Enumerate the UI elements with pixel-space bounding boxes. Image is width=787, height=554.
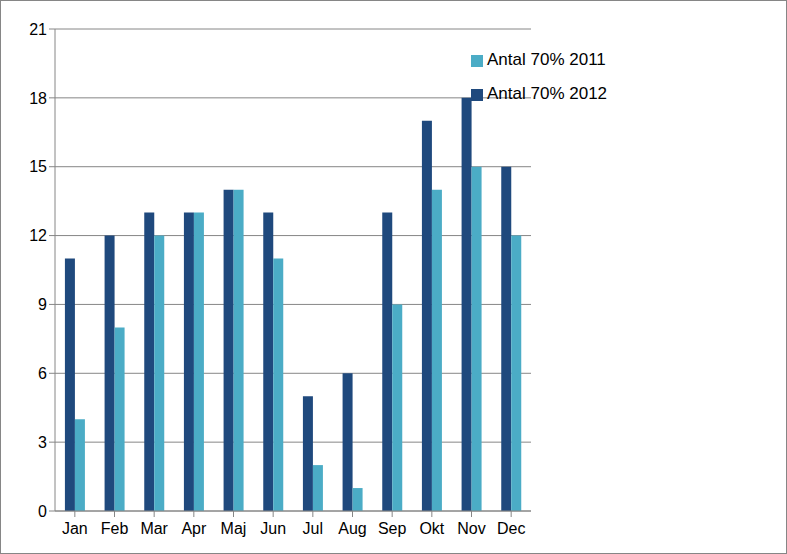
svg-text:Apr: Apr [181,520,207,537]
svg-text:Jul: Jul [303,520,323,537]
html-text:Antal 70% 2012: Antal 70% 2012 [487,84,607,103]
svg-text:Nov: Nov [457,520,485,537]
svg-text:Sep: Sep [378,520,407,537]
svg-text:Jun: Jun [260,520,286,537]
svg-text:21: 21 [29,21,47,38]
svg-text:9: 9 [38,296,47,313]
svg-text:3: 3 [38,434,47,451]
svg-text:Jan: Jan [62,520,88,537]
svg-text:Mar: Mar [140,520,168,537]
svg-text:12: 12 [29,227,47,244]
svg-text:18: 18 [29,90,47,107]
svg-text:Maj: Maj [221,520,247,537]
svg-text:Aug: Aug [338,520,366,537]
html-text:Antal 70% 2011: Antal 70% 2011 [487,50,606,69]
svg-text:15: 15 [29,158,47,175]
svg-text:0: 0 [38,503,47,520]
svg-text:Okt: Okt [419,520,444,537]
svg-text:Feb: Feb [101,520,129,537]
svg-text:Dec: Dec [497,520,525,537]
svg-text:6: 6 [38,365,47,382]
